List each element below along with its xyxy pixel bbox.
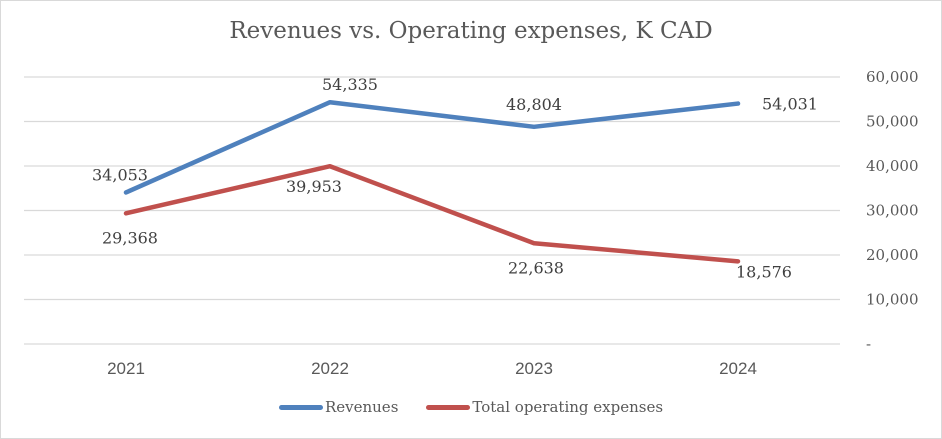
y-tick-label: 60,000	[866, 68, 919, 86]
data-label: 34,053	[92, 165, 148, 184]
y-tick-label: 40,000	[866, 157, 919, 175]
y-tick-label: 10,000	[866, 291, 919, 309]
data-label: 29,368	[102, 228, 158, 247]
data-label: 22,638	[508, 258, 564, 277]
legend: Revenues Total operating expenses	[0, 398, 942, 416]
data-label: 54,335	[322, 75, 378, 94]
y-tick-label: 20,000	[866, 246, 919, 264]
x-tick-label: 2022	[311, 359, 349, 378]
data-label: 54,031	[762, 95, 818, 114]
y-tick-label: 50,000	[866, 113, 919, 131]
x-tick-label: 2021	[107, 359, 145, 378]
data-label: 39,953	[286, 177, 342, 196]
series-line-operating-expenses	[123, 163, 741, 264]
series-line-revenues	[123, 99, 741, 195]
legend-label-revenues: Revenues	[324, 398, 399, 416]
legend-label-operating-expenses: Total operating expenses	[472, 398, 664, 416]
x-tick-label: 2024	[719, 359, 757, 378]
chart-title: Revenues vs. Operating expenses, K CAD	[229, 18, 713, 44]
legend-swatch-revenues	[278, 404, 323, 410]
data-label: 48,804	[506, 95, 562, 114]
data-label: 18,576	[736, 262, 792, 281]
legend-item-revenues: Revenues	[278, 398, 399, 416]
x-tick-label: 2023	[515, 359, 553, 378]
y-tick-label: 30,000	[866, 202, 919, 220]
y-tick-label: -	[866, 335, 871, 353]
legend-swatch-operating-expenses	[426, 404, 471, 410]
legend-item-operating-expenses: Total operating expenses	[426, 398, 663, 416]
